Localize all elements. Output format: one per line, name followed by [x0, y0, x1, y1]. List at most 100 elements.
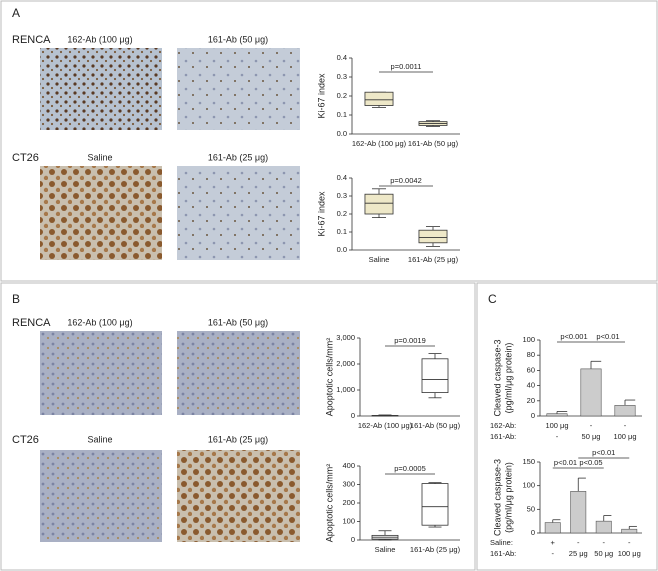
annotation: p<0.05: [579, 458, 602, 467]
x-tick-label: -: [624, 421, 627, 430]
panel-frame: [476, 282, 658, 571]
y-tick-label: 0: [531, 528, 535, 537]
y-tick-label: 60: [527, 365, 535, 374]
row-label: RENCA: [12, 317, 51, 329]
caption: 161-Ab (50 μg): [208, 317, 268, 327]
bar: [595, 520, 612, 534]
row-label: Saline:: [490, 538, 513, 547]
row-label: CT26: [12, 434, 39, 446]
y-tick-label: 0.0: [337, 245, 347, 254]
annotation: p<0.001: [560, 332, 587, 341]
caption: 161-Ab (50 μg): [208, 34, 268, 44]
x-tick-label: 161-Ab (25 μg): [410, 545, 461, 554]
micrograph: [177, 48, 300, 130]
y-tick-label: 300: [342, 479, 355, 488]
annotation: p<0.01: [596, 332, 619, 341]
y-axis-label: Cleaved caspase-3: [492, 459, 502, 536]
y-axis-label: (pg/ml/μg protein): [503, 462, 513, 533]
x-tick-label: -: [577, 538, 580, 547]
micrograph: [177, 166, 300, 260]
bar: [544, 522, 561, 534]
y-tick-label: 0.2: [337, 209, 347, 218]
y-tick-label: 150: [522, 457, 535, 466]
panel-label: B: [12, 292, 20, 306]
y-tick-label: 0.1: [337, 110, 347, 119]
box: [364, 193, 394, 215]
box: [418, 229, 448, 244]
annotation: p=0.0005: [394, 464, 426, 473]
bar: [546, 413, 568, 417]
y-tick-label: 400: [342, 461, 355, 470]
y-tick-label: 0.4: [337, 173, 347, 182]
box: [421, 358, 449, 393]
x-tick-label: 100 μg: [613, 432, 636, 441]
x-tick-label: Saline: [369, 255, 390, 264]
micrograph: [40, 166, 162, 260]
y-tick-label: 0: [531, 411, 535, 420]
annotation: p=0.0019: [394, 336, 426, 345]
bar: [621, 528, 638, 534]
panel-label: C: [488, 292, 497, 306]
y-tick-label: 0.2: [337, 91, 347, 100]
x-tick-label: -: [590, 421, 593, 430]
caption: Saline: [87, 152, 112, 162]
y-axis-label: Apoptotic cells/mm²: [324, 338, 334, 417]
y-axis-label: Ki-67 index: [316, 191, 326, 237]
annotation: p=0.0042: [390, 176, 422, 185]
micrograph: [40, 331, 162, 415]
caption: 161-Ab (25 μg): [208, 434, 268, 444]
caption: 161-Ab (25 μg): [208, 152, 268, 162]
row-label: 161-Ab:: [490, 432, 516, 441]
y-tick-label: 0.0: [337, 129, 347, 138]
y-axis-label: Cleaved caspase-3: [492, 339, 502, 416]
annotation: p<0.01: [554, 458, 577, 467]
y-tick-label: 50: [527, 504, 535, 513]
y-tick-label: 80: [527, 350, 535, 359]
y-tick-label: 100: [522, 335, 535, 344]
y-tick-label: 0.1: [337, 227, 347, 236]
micrograph: [40, 450, 162, 542]
micrograph: [177, 331, 300, 415]
y-tick-label: 100: [522, 481, 535, 490]
x-tick-label: 50 μg: [582, 432, 601, 441]
y-axis-label: Apoptotic cells/mm²: [324, 464, 334, 543]
bar: [570, 491, 587, 534]
x-tick-label: 162-Ab (100 μg): [358, 421, 413, 430]
x-tick-label: 161-Ab (50 μg): [408, 139, 459, 148]
x-tick-label: -: [556, 432, 559, 441]
x-tick-label: 50 μg: [594, 549, 613, 558]
x-tick-label: Saline: [375, 545, 396, 554]
y-tick-label: 2,000: [336, 359, 355, 368]
annotation: p=0.0011: [391, 62, 422, 71]
row-label: 162-Ab:: [490, 421, 516, 430]
annotation: p<0.01: [592, 448, 615, 457]
caption: 162-Ab (100 μg): [67, 34, 132, 44]
box: [364, 91, 394, 106]
y-tick-label: 0: [351, 535, 355, 544]
x-tick-label: 161-Ab (25 μg): [408, 255, 459, 264]
caption: Saline: [87, 434, 112, 444]
box: [421, 483, 449, 526]
x-tick-label: -: [603, 538, 606, 547]
micrograph: [177, 450, 300, 542]
x-tick-label: 100 μg: [618, 549, 641, 558]
y-tick-label: 200: [342, 498, 355, 507]
y-tick-label: 0.4: [337, 53, 347, 62]
y-axis-label: (pg/ml/μg protein): [503, 343, 513, 414]
x-tick-label: 25 μg: [569, 549, 588, 558]
panel-frame: [0, 0, 658, 282]
row-label: 161-Ab:: [490, 549, 516, 558]
panel-frame: [0, 282, 476, 571]
panel-label: A: [12, 6, 20, 20]
y-tick-label: 100: [342, 516, 355, 525]
micrograph: [40, 48, 162, 130]
bar: [614, 405, 636, 417]
y-tick-label: 0.3: [337, 191, 347, 200]
y-tick-label: 1,000: [336, 385, 355, 394]
x-tick-label: -: [628, 538, 631, 547]
x-tick-label: 161-Ab (50 μg): [410, 421, 461, 430]
x-tick-label: 100 μg: [545, 421, 568, 430]
y-tick-label: 0: [351, 411, 355, 420]
y-tick-label: 20: [527, 396, 535, 405]
